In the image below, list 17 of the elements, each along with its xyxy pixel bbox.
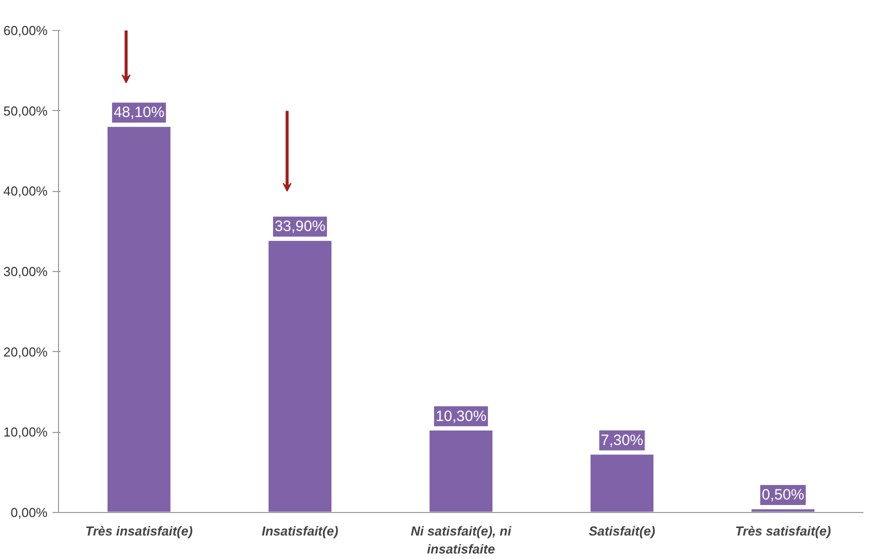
y-tick-label: 50,00% [3,103,48,118]
y-tick-label: 10,00% [3,424,48,440]
data-label: 48,10% [114,104,164,122]
data-label: 7,30% [600,432,644,449]
y-tick-label: 0,00% [10,505,48,520]
x-tick-label: Très satisfait(e) [735,524,831,538]
y-tick-label: 40,00% [3,184,48,199]
x-tick-label: Très insatisfait(e) [85,524,193,538]
data-label: 0,50% [762,486,804,504]
data-label: 33,90% [274,218,326,236]
x-tick-label: Ni satisfait(e), ni insatisfaite [410,524,512,556]
y-tick-label: 60,00% [3,23,48,38]
data-label: 10,30% [436,408,486,425]
y-tick-label: 30,00% [3,264,48,279]
y-tick-label: 20,00% [3,344,48,360]
x-tick-label: Insatisfait(e) [262,524,338,538]
x-tick-label: Satisfait(e) [588,524,656,538]
